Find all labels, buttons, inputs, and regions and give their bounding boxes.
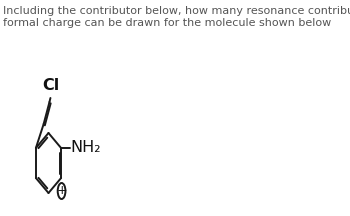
Text: Including the contributor below, how many resonance contributors with a single
f: Including the contributor below, how man… bbox=[3, 6, 350, 28]
Text: +: + bbox=[56, 184, 67, 197]
Text: NH₂: NH₂ bbox=[71, 140, 101, 156]
Text: Cl: Cl bbox=[42, 78, 59, 94]
